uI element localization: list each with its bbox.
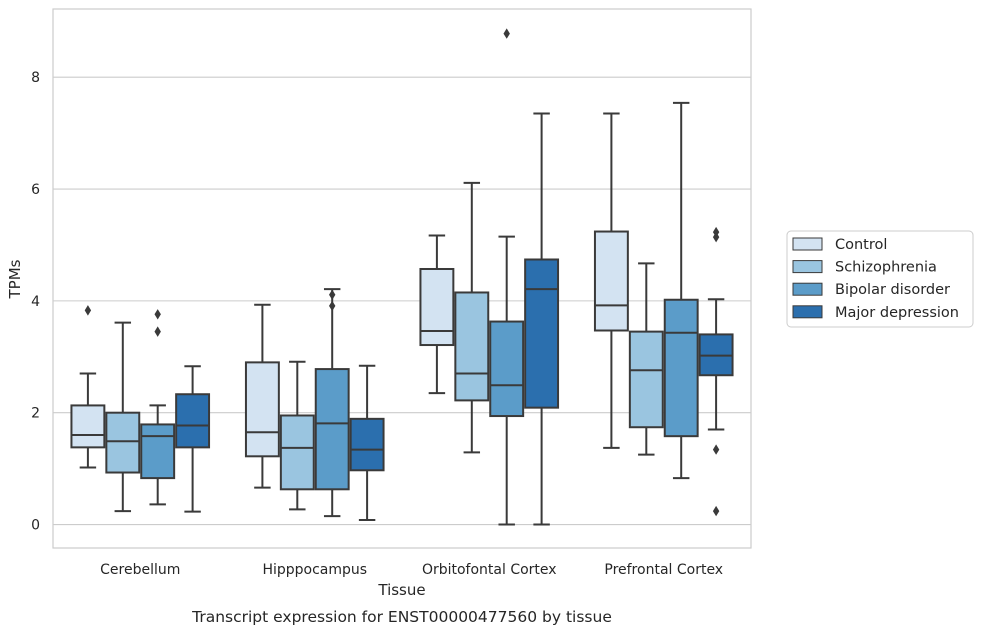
box-bipolar-disorder	[663, 101, 699, 480]
legend-swatch	[792, 305, 823, 319]
box-bipolar-disorder	[314, 288, 350, 518]
box-schizophrenia	[105, 321, 141, 513]
box-schizophrenia	[628, 262, 664, 456]
box-iqr	[140, 423, 176, 480]
legend-swatch	[792, 260, 823, 274]
box-iqr	[489, 320, 525, 418]
box-bipolar-disorder	[489, 28, 525, 526]
box-schizophrenia	[454, 181, 490, 454]
box-schizophrenia	[279, 360, 315, 511]
box-iqr	[244, 361, 280, 458]
box-iqr	[593, 230, 629, 332]
box-major-depression	[524, 112, 560, 526]
legend-frame	[786, 230, 974, 328]
legend: Control Schizophrenia Bipolar disorder Majo…	[786, 230, 974, 328]
box-control	[593, 112, 629, 449]
box-control	[244, 303, 280, 489]
outlier-point	[154, 309, 161, 320]
box-control	[419, 234, 455, 395]
legend-label: Control	[835, 237, 887, 253]
outlier-point	[329, 289, 336, 300]
outlier-point	[84, 305, 92, 316]
x-axis-title: Tissue	[377, 581, 425, 599]
box-iqr	[279, 414, 315, 491]
outlier-point	[329, 300, 336, 312]
y-tick-label: 4	[31, 294, 40, 310]
x-tick-label: Cerebellum	[100, 562, 180, 578]
outlier-point	[154, 326, 161, 337]
box-groups	[70, 28, 734, 526]
legend-label: Schizophrenia	[835, 260, 937, 276]
legend-label: Major depression	[835, 305, 959, 321]
y-tick-label: 6	[31, 182, 40, 198]
y-tick-labels: 0 2 4 6 8	[31, 70, 40, 533]
outlier-point	[712, 226, 720, 238]
box-iqr	[524, 258, 560, 409]
y-tick-label: 8	[31, 70, 40, 86]
box-major-depression	[349, 364, 385, 522]
legend-swatch	[792, 237, 823, 251]
box-iqr	[105, 411, 141, 474]
x-tick-labels: Cerebellum Hipppocampus Orbitofontal Corte…	[100, 562, 723, 578]
plot-frame	[52, 8, 752, 549]
box-iqr	[314, 368, 350, 491]
y-tick-label: 0	[31, 518, 40, 534]
outlier-point	[503, 28, 510, 39]
legend-label: Bipolar disorder	[835, 282, 950, 298]
y-axis-title: TPMs	[6, 259, 24, 299]
box-bipolar-disorder	[140, 309, 176, 506]
box-major-depression	[698, 226, 734, 517]
box-iqr	[419, 267, 455, 347]
outlier-point	[712, 505, 720, 517]
box-iqr	[663, 298, 699, 438]
box-iqr	[175, 393, 211, 449]
box-iqr	[349, 417, 385, 472]
box-major-depression	[175, 365, 211, 513]
box-iqr	[628, 330, 664, 429]
x-tick-label: Orbitofontal Cortex	[422, 562, 557, 578]
box-control	[70, 305, 106, 469]
legend-swatch	[792, 282, 823, 296]
chart-caption: Transcript expression for ENST0000047756…	[191, 608, 612, 626]
outlier-point	[712, 444, 720, 455]
y-tick-label: 2	[31, 406, 40, 422]
box-iqr	[454, 291, 490, 402]
x-tick-label: Prefrontal Cortex	[604, 562, 723, 578]
box-iqr	[70, 404, 106, 449]
x-tick-label: Hipppocampus	[262, 562, 367, 578]
